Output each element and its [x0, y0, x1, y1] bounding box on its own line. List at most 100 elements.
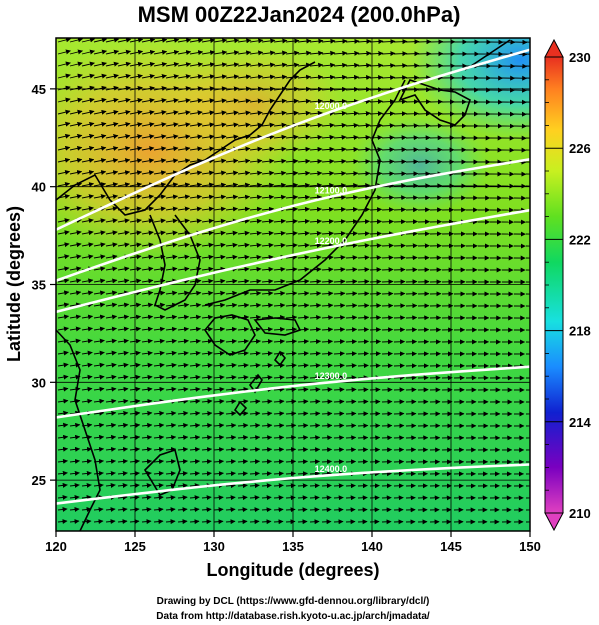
wind-arrow [57, 362, 69, 368]
wind-arrow [177, 158, 191, 164]
wind-arrow [105, 170, 119, 176]
wind-arrow [357, 255, 370, 261]
wind-arrow [213, 266, 226, 272]
coast-hokkaido [398, 79, 471, 126]
wind-arrow [333, 170, 347, 176]
wind-arrow [201, 134, 215, 140]
wind-arrow [177, 326, 190, 332]
wind-arrow [69, 109, 83, 115]
wind-arrow [141, 386, 153, 392]
wind-arrow [201, 386, 213, 392]
wind-arrow [285, 158, 299, 164]
wind-arrow [381, 171, 395, 177]
wind-arrow [153, 98, 167, 104]
wind-arrow [201, 326, 214, 332]
wind-arrow [225, 398, 237, 404]
wind-arrow [153, 362, 165, 368]
wind-arrow [93, 242, 106, 248]
wind-arrow [117, 122, 131, 127]
wind-arrow [333, 158, 347, 164]
wind-arrow [117, 218, 130, 224]
wind-arrow [285, 218, 298, 224]
wind-arrow [69, 206, 82, 212]
wind-arrow [321, 327, 334, 333]
wind-arrow [165, 194, 179, 200]
wind-arrow [273, 519, 284, 525]
wind-arrow [177, 362, 189, 368]
wind-arrow [261, 290, 274, 296]
wind-arrow [297, 327, 310, 333]
wind-arrow [213, 326, 226, 332]
wind-arrow [345, 74, 360, 80]
wind-arrow [117, 314, 130, 320]
wind-arrow [93, 170, 107, 175]
wind-arrow [189, 314, 202, 320]
wind-arrow [141, 146, 155, 152]
wind-arrow [213, 278, 226, 284]
wind-arrow [333, 399, 345, 405]
wind-arrow [309, 447, 321, 453]
wind-arrow [297, 110, 311, 116]
wind-arrow [129, 230, 142, 236]
wind-arrow [57, 157, 71, 163]
wind-arrow [273, 110, 287, 116]
wind-arrow [153, 206, 166, 212]
wind-arrow [285, 290, 298, 296]
wind-arrow [177, 350, 189, 356]
wind-arrow [153, 338, 165, 344]
wind-arrow [105, 73, 119, 79]
wind-arrow [273, 134, 287, 140]
wind-arrow [285, 242, 298, 248]
wind-arrow [213, 254, 226, 260]
wind-arrow [225, 338, 237, 344]
wind-arrow [393, 63, 408, 69]
wind-arrow [141, 85, 155, 91]
wind-arrow [249, 254, 262, 260]
wind-arrow [129, 182, 143, 188]
wind-arrow [381, 291, 394, 297]
wind-arrow [105, 338, 117, 344]
wind-arrow [333, 255, 346, 261]
wind-arrow [381, 135, 395, 141]
wind-arrow [81, 254, 94, 260]
wind-arrow [201, 350, 213, 356]
wind-arrow [273, 194, 287, 200]
wind-arrow [273, 50, 288, 56]
wind-arrow [357, 291, 370, 297]
wind-arrow [285, 50, 300, 56]
wind-arrow [81, 109, 95, 115]
wind-arrow [81, 194, 94, 200]
x-tick-label: 140 [361, 539, 383, 554]
wind-arrow [105, 230, 118, 236]
wind-arrow [261, 519, 272, 525]
wind-arrow [93, 398, 105, 404]
wind-arrow [129, 73, 143, 79]
wind-arrow [273, 363, 285, 369]
wind-arrow [345, 423, 357, 429]
wind-arrow [129, 350, 141, 356]
wind-arrow [249, 182, 263, 188]
wind-arrow [345, 291, 358, 297]
wind-arrow [81, 49, 95, 55]
wind-arrow [225, 254, 238, 260]
wind-arrow [357, 387, 369, 393]
wind-arrow [57, 314, 70, 320]
wind-arrow [369, 315, 382, 321]
wind-arrow [321, 387, 333, 393]
wind-arrow [201, 254, 214, 260]
wind-arrow [129, 362, 141, 368]
wind-arrow [177, 122, 191, 128]
wind-arrow [261, 62, 276, 68]
wind-arrow [297, 399, 309, 405]
wind-arrow [345, 375, 357, 381]
wind-arrow [333, 134, 347, 140]
wind-arrow [105, 386, 117, 392]
wind-arrow [57, 242, 70, 248]
wind-arrow [141, 98, 155, 103]
wind-arrow [201, 206, 214, 212]
wind-arrow [333, 363, 345, 369]
wind-arrow [381, 51, 396, 57]
wind-arrow [333, 206, 347, 212]
wind-arrow [321, 399, 333, 405]
